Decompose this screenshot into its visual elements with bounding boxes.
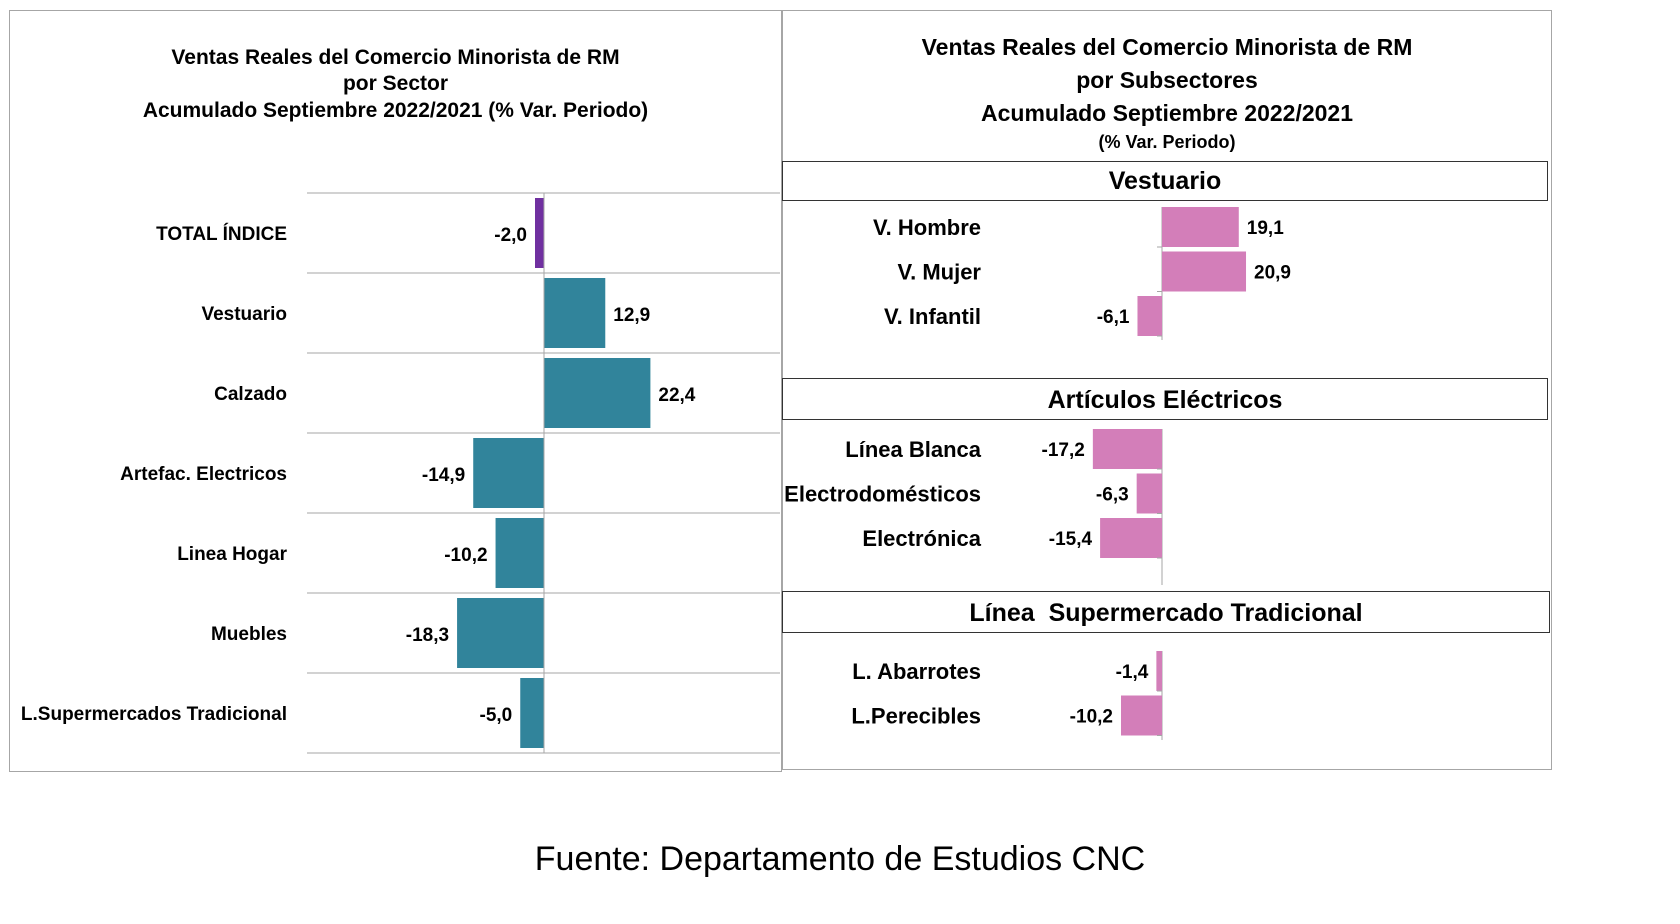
left-chart-title-line3: Acumulado Septiembre 2022/2021 (% Var. P… [142, 98, 649, 122]
data-label-calzado: 22,4 [658, 385, 695, 406]
data-label-vestuario: 12,9 [613, 305, 650, 326]
data-label-v-mujer: 20,9 [1254, 263, 1291, 284]
data-label-v-infantil: -6,1 [1097, 307, 1130, 328]
group-header-supermercado: Línea Supermercado Tradicional [782, 591, 1550, 633]
bar-total-indice [535, 198, 544, 268]
category-label-l-abarrotes: L. Abarrotes [852, 659, 981, 684]
category-label-l-perecibles: L.Perecibles [851, 704, 981, 729]
data-label-linea-blanca: -17,2 [1042, 440, 1085, 461]
category-label-calzado: Calzado [214, 384, 287, 405]
right-chart-title-line3: Acumulado Septiembre 2022/2021 [981, 100, 1353, 126]
bar-v-infantil [1137, 296, 1162, 336]
right-chart-title: Ventas Reales del Comercio Minorista de … [783, 31, 1551, 154]
category-label-total-indice: TOTAL ÍNDICE [156, 223, 287, 245]
left-chart-title-line2: por Sector [342, 72, 449, 96]
right-chart-title-line2: por Subsectores [1076, 67, 1258, 93]
right-chart-title-line1: Ventas Reales del Comercio Minorista de … [921, 34, 1413, 60]
source-note: Fuente: Departamento de Estudios CNC [534, 840, 1146, 878]
bar-l-abarrotes [1156, 651, 1162, 691]
group-header-supermercado-label: Línea Supermercado Tradicional [969, 599, 1363, 627]
bar-v-mujer [1162, 251, 1247, 292]
bar-l-perecibles [1120, 695, 1162, 736]
category-label-artefac-electricos: Artefac. Electricos [120, 464, 287, 485]
bar-electronica [1100, 518, 1162, 558]
data-label-total-indice: -2,0 [494, 225, 527, 246]
group-header-articulos-electricos-label: Artículos Eléctricos [1047, 386, 1283, 414]
left-chart-panel: Ventas Reales del Comercio Minorista de … [9, 10, 782, 772]
group-header-vestuario-label: Vestuario [1108, 167, 1222, 195]
bar-muebles [457, 598, 544, 668]
bar-electrodomesticos [1136, 473, 1162, 514]
data-label-muebles: -18,3 [406, 625, 449, 646]
data-label-artefac-electricos: -14,9 [422, 465, 465, 486]
bar-linea-hogar [495, 518, 544, 588]
bar-calzado [544, 358, 651, 428]
category-label-l-supermercados-tradicional: L.Supermercados Tradicional [21, 704, 287, 725]
bar-l-supermercados-tradicional [520, 678, 544, 748]
category-label-vestuario: Vestuario [201, 304, 287, 325]
left-chart-title: Ventas Reales del Comercio Minorista de … [10, 45, 781, 124]
bar-artefac-electricos [473, 438, 544, 508]
category-label-linea-blanca: Línea Blanca [845, 437, 981, 462]
data-label-v-hombre: 19,1 [1247, 218, 1284, 239]
category-label-muebles: Muebles [211, 624, 287, 645]
group-header-articulos-electricos: Artículos Eléctricos [782, 378, 1548, 420]
data-label-linea-hogar: -10,2 [444, 545, 487, 566]
data-label-electronica: -15,4 [1049, 529, 1093, 550]
data-label-l-perecibles: -10,2 [1070, 707, 1113, 728]
left-chart-title-line1: Ventas Reales del Comercio Minorista de … [171, 46, 620, 69]
right-chart-title-line4: (% Var. Periodo) [1098, 132, 1236, 152]
category-label-v-hombre: V. Hombre [873, 215, 981, 240]
category-label-v-infantil: V. Infantil [884, 304, 981, 329]
category-label-linea-hogar: Linea Hogar [177, 544, 287, 565]
data-label-l-supermercados-tradicional: -5,0 [480, 705, 513, 726]
bar-v-hombre [1162, 207, 1239, 247]
data-label-l-abarrotes: -1,4 [1116, 662, 1149, 683]
data-label-electrodomesticos: -6,3 [1096, 485, 1129, 506]
group-header-vestuario: Vestuario [782, 161, 1548, 201]
category-label-electronica: Electrónica [862, 526, 981, 551]
category-label-v-mujer: V. Mujer [897, 260, 981, 285]
bar-vestuario [544, 278, 606, 348]
bar-linea-blanca [1092, 429, 1162, 469]
category-label-electrodomesticos: Electrodomésticos [784, 482, 981, 507]
